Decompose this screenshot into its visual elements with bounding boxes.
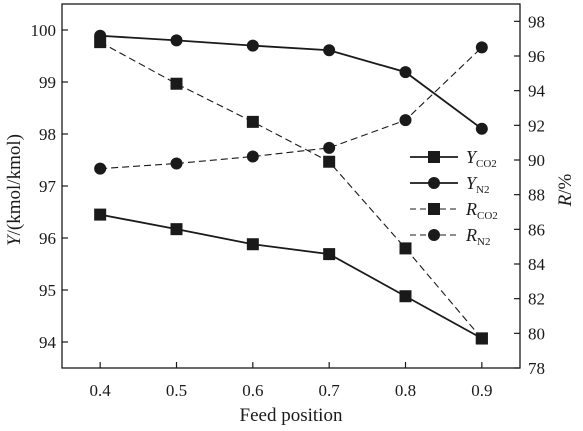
data-point-R_CO2 <box>170 77 183 90</box>
legend-marker-R_CO2 <box>428 203 440 215</box>
data-point-R_N2 <box>323 141 336 154</box>
legend-marker-Y_CO2 <box>428 151 440 163</box>
y-right-tick-label: 80 <box>528 324 545 343</box>
x-tick-label: 0.9 <box>471 381 492 400</box>
legend-marker-R_N2 <box>428 229 440 241</box>
y-right-tick-label: 88 <box>528 186 545 205</box>
data-point-R_CO2 <box>475 332 488 345</box>
data-point-Y_CO2 <box>170 223 183 236</box>
legend-label-Y_CO2: YCO2 <box>466 147 497 170</box>
series-R_CO2 <box>94 36 488 345</box>
y-left-tick-label: 97 <box>39 177 57 196</box>
x-axis-title: Feed position <box>240 405 343 426</box>
data-point-R_CO2 <box>323 155 336 168</box>
data-point-Y_N2 <box>399 66 412 79</box>
data-point-Y_N2 <box>246 39 259 52</box>
y-right-tick-label: 94 <box>528 82 546 101</box>
data-point-R_CO2 <box>399 242 412 255</box>
legend-label-R_N2: RN2 <box>465 225 490 248</box>
data-point-Y_CO2 <box>323 248 336 261</box>
series-line-R_N2 <box>100 46 483 170</box>
x-tick-label: 0.5 <box>166 381 187 400</box>
series-R_N2 <box>94 41 488 175</box>
legend-marker-Y_N2 <box>428 177 440 189</box>
x-tick-label: 0.8 <box>395 381 416 400</box>
data-point-R_N2 <box>94 162 107 175</box>
y-right-tick-label: 86 <box>528 220 545 239</box>
y-right-tick-label: 84 <box>528 255 546 274</box>
data-point-Y_N2 <box>323 44 336 57</box>
data-point-R_N2 <box>170 157 183 170</box>
data-point-Y_CO2 <box>94 208 107 221</box>
y-left-axis-title: Y/(kmol/kmol) <box>4 134 25 246</box>
data-point-Y_CO2 <box>399 290 412 303</box>
y-left-tick-label: 100 <box>31 21 57 40</box>
data-point-Y_N2 <box>475 122 488 135</box>
data-point-R_CO2 <box>94 36 107 49</box>
data-point-Y_CO2 <box>246 238 259 251</box>
legend-label-Y_N2: YN2 <box>466 173 489 196</box>
y-left-tick-label: 94 <box>39 333 57 352</box>
series-line-Y_N2 <box>100 34 483 130</box>
y-right-tick-label: 78 <box>528 359 545 378</box>
x-tick-label: 0.7 <box>319 381 341 400</box>
data-point-R_N2 <box>399 114 412 127</box>
y-left-tick-label: 99 <box>39 73 56 92</box>
series-line-R_CO2 <box>99 41 483 339</box>
data-point-R_N2 <box>246 150 259 163</box>
x-tick-label: 0.4 <box>90 381 112 400</box>
y-right-tick-label: 96 <box>528 47 545 66</box>
y-right-tick-label: 82 <box>528 290 545 309</box>
y-left-tick-label: 96 <box>39 229 56 248</box>
series-Y_N2 <box>94 29 488 135</box>
data-point-R_CO2 <box>246 115 259 128</box>
x-tick-label: 0.6 <box>242 381 263 400</box>
y-right-tick-label: 98 <box>528 12 545 31</box>
data-point-Y_N2 <box>170 34 183 47</box>
data-point-R_N2 <box>475 41 488 54</box>
y-left-tick-label: 98 <box>39 125 56 144</box>
series-line-Y_CO2 <box>99 213 483 340</box>
y-right-tick-label: 90 <box>528 151 545 170</box>
y-right-axis-title: R/% <box>555 173 576 207</box>
y-left-tick-label: 95 <box>39 281 56 300</box>
y-right-tick-label: 92 <box>528 116 545 135</box>
legend-label-R_CO2: RCO2 <box>465 199 498 222</box>
